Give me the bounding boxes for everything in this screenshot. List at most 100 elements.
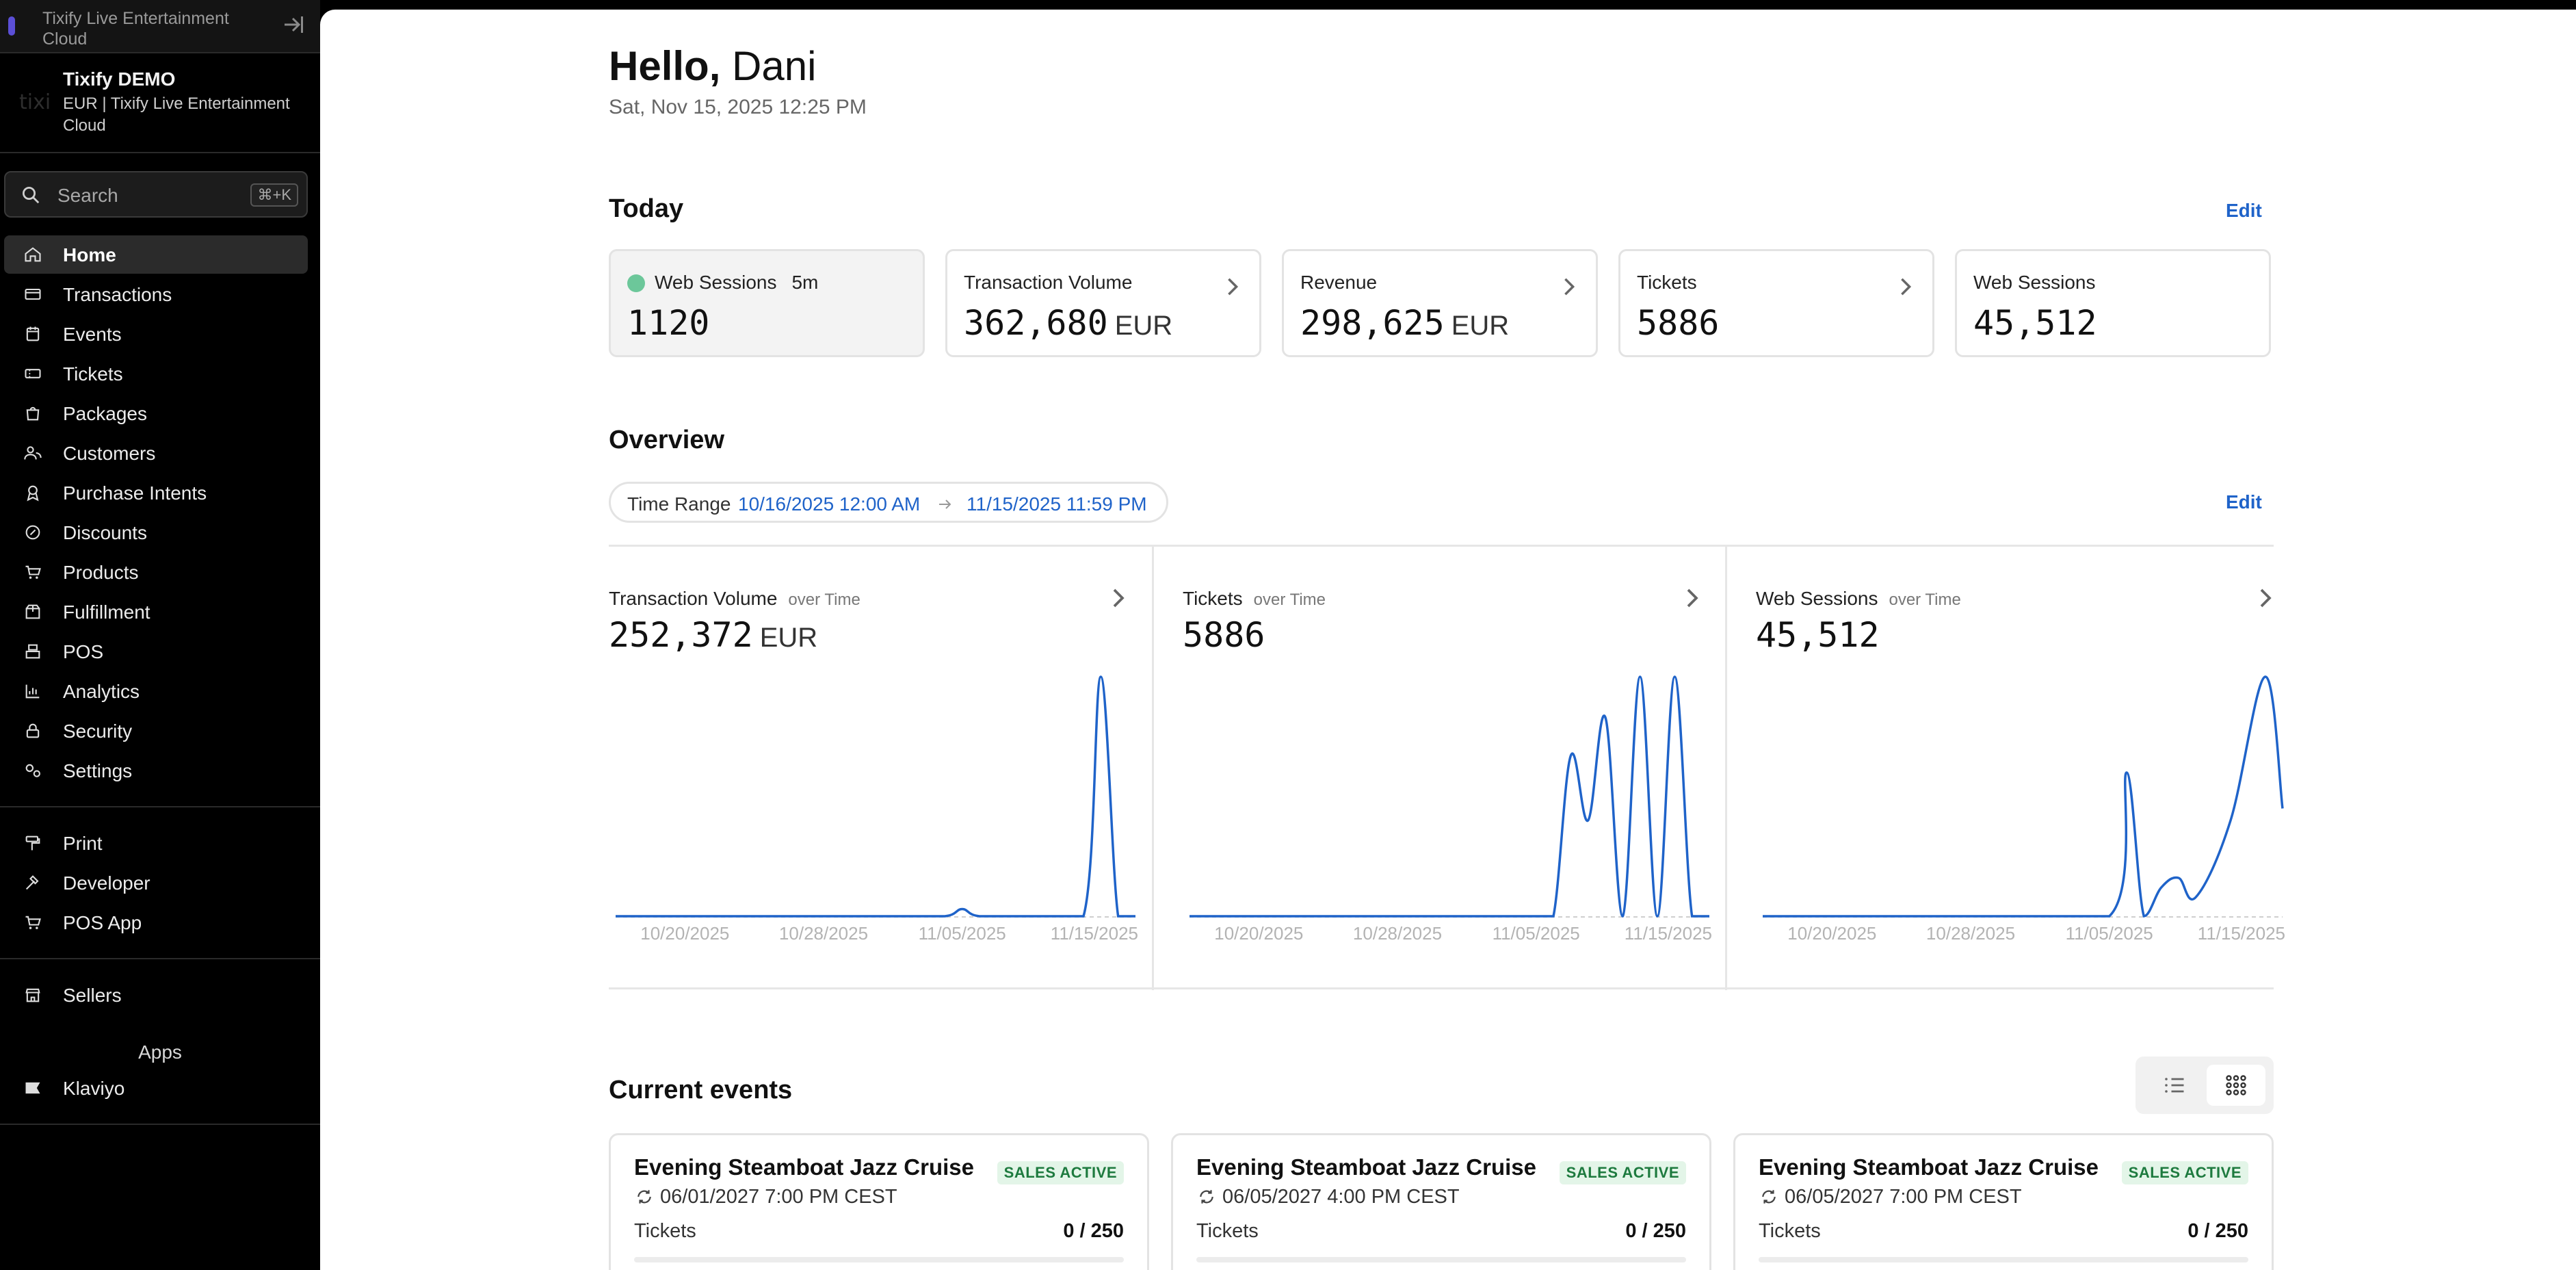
greeting: Hello, Dani — [609, 42, 816, 90]
nav-tickets[interactable]: Tickets — [4, 354, 308, 393]
stat-value: 298,625 — [1300, 303, 1445, 343]
event-title: Evening Steamboat Jazz Cruise — [634, 1154, 974, 1180]
nav-fulfillment[interactable]: Fulfillment — [4, 593, 308, 631]
today-edit-button[interactable]: Edit — [2226, 200, 2262, 221]
nav-home[interactable]: Home — [4, 235, 308, 274]
chevron-right-icon — [1901, 278, 1912, 296]
status-badge: SALES ACTIVE — [1559, 1161, 1686, 1184]
exit-arrow-icon[interactable] — [280, 12, 305, 37]
nav-security[interactable]: Security — [4, 712, 308, 750]
nav-pos-app[interactable]: POS App — [4, 903, 308, 942]
x-tick-label: 10/28/2025 — [1926, 923, 2015, 944]
nav-products[interactable]: Products — [4, 553, 308, 591]
chart-panel-tickets[interactable]: Tickets over Time 5886 10/20/2025 10/28/20… — [1152, 547, 1725, 990]
account-subtitle: EUR | Tixify Live Entertainment Cloud — [63, 94, 290, 135]
nav-packages[interactable]: Packages — [4, 394, 308, 432]
chevron-right-icon — [1564, 278, 1575, 296]
chart-series-line — [1762, 675, 2284, 918]
event-date-text: 06/01/2027 7:00 PM CEST — [660, 1186, 897, 1208]
current-events-heading: Current events — [609, 1076, 793, 1104]
account-switcher[interactable]: tixi Tixify DEMO EUR | Tixify Live Enter… — [0, 60, 320, 153]
chart-total: 252,372 EUR — [609, 615, 817, 655]
nav-customers[interactable]: Customers — [4, 434, 308, 472]
nav-label: Print — [63, 833, 103, 854]
x-tick-label: 10/20/2025 — [1214, 923, 1303, 944]
grid-view-button[interactable] — [2207, 1065, 2265, 1106]
overview-heading: Overview — [609, 426, 724, 454]
gears-icon — [25, 764, 40, 777]
nav-pos[interactable]: POS — [4, 632, 308, 671]
stat-title: Web Sessions — [1973, 272, 2096, 293]
chart-series-line — [615, 675, 1135, 918]
stat-card-tickets[interactable]: Tickets 5886 — [1618, 249, 1934, 357]
store-icon — [25, 988, 40, 1002]
chart-panel-transaction-volume[interactable]: Transaction Volume over Time 252,372 EUR 1… — [609, 547, 1182, 990]
hammer-icon — [25, 875, 39, 890]
chart-subtitle: over Time — [1253, 591, 1326, 609]
chart-total: 5886 — [1183, 615, 1265, 655]
chevron-right-icon[interactable] — [1112, 588, 1125, 608]
nav-settings[interactable]: Settings — [4, 751, 308, 790]
stat-card-web-sessions[interactable]: Web Sessions 45,512 — [1955, 249, 2271, 357]
stat-card-live-sessions[interactable]: Web Sessions 5m 1120 — [609, 249, 925, 357]
event-date: 06/05/2027 7:00 PM CEST — [1759, 1186, 2022, 1208]
time-range-end[interactable]: 11/15/2025 11:59 PM — [967, 493, 1147, 515]
chart-icon — [25, 684, 40, 699]
stat-value: 5886 — [1637, 303, 1720, 343]
nav-sellers[interactable]: Sellers — [4, 976, 308, 1014]
tickets-label: Tickets — [634, 1220, 696, 1242]
stat-title: Web Sessions 5m — [655, 272, 818, 294]
nav-events[interactable]: Events — [4, 315, 308, 353]
package-icon — [26, 406, 40, 421]
line-chart-transaction-volume: 10/20/2025 10/28/2025 11/05/2025 11/15/2025 — [615, 675, 1138, 944]
search-shortcut: ⌘+K — [250, 183, 298, 207]
overview-edit-button[interactable]: Edit — [2226, 491, 2262, 513]
search-input[interactable]: Search ⌘+K — [4, 171, 308, 218]
nav-label: Sellers — [63, 985, 122, 1006]
time-range-start[interactable]: 10/16/2025 12:00 AM — [738, 493, 921, 515]
event-card[interactable]: Evening Steamboat Jazz Cruise SALES ACTI… — [609, 1133, 1149, 1270]
users-icon — [24, 446, 42, 460]
org-color-icon — [8, 16, 15, 36]
stat-title-text: Web Sessions — [655, 272, 777, 293]
nav-transactions[interactable]: Transactions — [4, 275, 308, 313]
search-icon — [23, 187, 40, 204]
sidebar-divider — [0, 1124, 320, 1125]
stat-unit: EUR — [1451, 311, 1510, 341]
nav-purchase-intents[interactable]: Purchase Intents — [4, 474, 308, 512]
chart-title-text: Web Sessions — [1756, 588, 1878, 609]
chart-series-line — [1189, 675, 1709, 918]
list-icon — [2165, 1078, 2184, 1093]
nav-developer[interactable]: Developer — [4, 864, 308, 902]
org-switcher[interactable]: Tixify Live Entertainment Cloud — [0, 0, 320, 53]
nav-label: Fulfillment — [63, 601, 150, 623]
stat-title: Tickets — [1637, 272, 1697, 293]
stat-value: 1120 — [627, 303, 710, 343]
today-heading: Today — [609, 194, 684, 223]
nav-label: Developer — [63, 872, 150, 894]
x-tick-label: 10/28/2025 — [779, 923, 868, 944]
stat-value: 362,680 — [964, 303, 1108, 343]
nav-analytics[interactable]: Analytics — [4, 672, 308, 710]
list-view-button[interactable] — [2145, 1065, 2204, 1106]
chevron-right-icon[interactable] — [1686, 588, 1698, 608]
chart-panel-web-sessions[interactable]: Web Sessions over Time 45,512 10/20/2025 1… — [1725, 547, 2298, 990]
chevron-right-icon[interactable] — [2259, 588, 2272, 608]
nav-app-klaviyo[interactable]: Klaviyo — [4, 1069, 308, 1107]
time-range-picker[interactable]: Time Range 10/16/2025 12:00 AM 11/15/202… — [609, 482, 1168, 523]
nav-label: Events — [63, 324, 122, 345]
greeting-prefix: Hello, — [609, 43, 721, 89]
cart-icon — [25, 565, 41, 579]
badge-icon — [27, 485, 39, 502]
stat-card-transaction-volume[interactable]: Transaction Volume 362,680 EUR — [945, 249, 1261, 357]
sidebar-divider — [0, 958, 320, 959]
event-card[interactable]: Evening Steamboat Jazz Cruise SALES ACTI… — [1733, 1133, 2274, 1270]
recurring-icon — [1762, 1190, 1776, 1204]
nav-discounts[interactable]: Discounts — [4, 513, 308, 552]
stat-card-revenue[interactable]: Revenue 298,625 EUR — [1282, 249, 1598, 357]
event-title: Evening Steamboat Jazz Cruise — [1196, 1154, 1536, 1180]
nav-label: Products — [63, 562, 139, 583]
line-chart-tickets: 10/20/2025 10/28/2025 11/05/2025 11/15/2025 — [1189, 675, 1712, 944]
event-card[interactable]: Evening Steamboat Jazz Cruise SALES ACTI… — [1171, 1133, 1711, 1270]
nav-print[interactable]: Print — [4, 824, 308, 862]
